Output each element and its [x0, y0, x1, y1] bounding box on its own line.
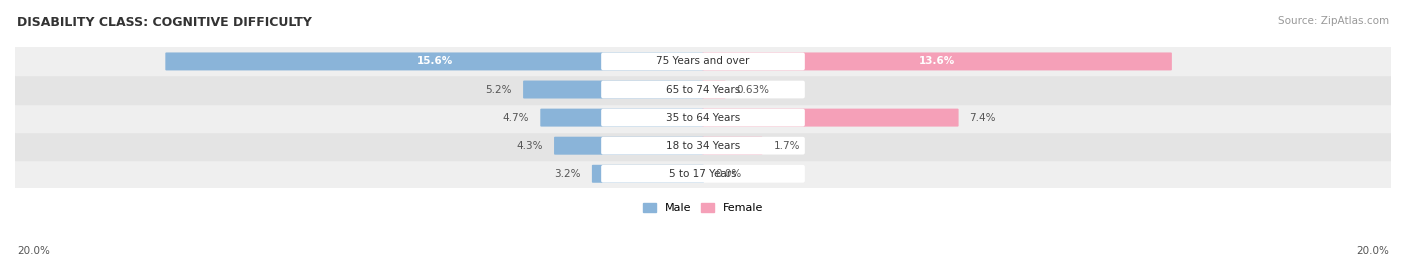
- Text: 75 Years and over: 75 Years and over: [657, 56, 749, 66]
- Text: DISABILITY CLASS: COGNITIVE DIFFICULTY: DISABILITY CLASS: COGNITIVE DIFFICULTY: [17, 16, 312, 29]
- FancyBboxPatch shape: [540, 109, 704, 127]
- Bar: [15, 48, 1391, 76]
- Text: 15.6%: 15.6%: [416, 56, 453, 66]
- FancyBboxPatch shape: [602, 53, 804, 70]
- Text: 20.0%: 20.0%: [17, 247, 49, 256]
- Text: 65 to 74 Years: 65 to 74 Years: [666, 85, 740, 94]
- FancyBboxPatch shape: [592, 165, 704, 183]
- Bar: [15, 104, 1391, 132]
- FancyBboxPatch shape: [166, 52, 704, 70]
- Text: 13.6%: 13.6%: [918, 56, 955, 66]
- FancyBboxPatch shape: [554, 137, 704, 155]
- FancyBboxPatch shape: [702, 80, 725, 99]
- Text: 35 to 64 Years: 35 to 64 Years: [666, 113, 740, 123]
- Text: 5.2%: 5.2%: [485, 85, 512, 94]
- FancyBboxPatch shape: [602, 165, 804, 183]
- FancyBboxPatch shape: [602, 81, 804, 98]
- Text: 5 to 17 Years: 5 to 17 Years: [669, 169, 737, 179]
- Text: 3.2%: 3.2%: [554, 169, 581, 179]
- Text: 0.63%: 0.63%: [737, 85, 769, 94]
- Text: 7.4%: 7.4%: [970, 113, 995, 123]
- Bar: [15, 76, 1391, 104]
- FancyBboxPatch shape: [602, 109, 804, 126]
- Text: 0.0%: 0.0%: [716, 169, 741, 179]
- Text: 1.7%: 1.7%: [773, 141, 800, 151]
- FancyBboxPatch shape: [602, 137, 804, 154]
- Text: 4.3%: 4.3%: [516, 141, 543, 151]
- FancyBboxPatch shape: [702, 137, 762, 155]
- FancyBboxPatch shape: [702, 52, 1171, 70]
- Bar: [15, 160, 1391, 188]
- FancyBboxPatch shape: [702, 109, 959, 127]
- Text: 20.0%: 20.0%: [1357, 247, 1389, 256]
- Text: 4.7%: 4.7%: [503, 113, 529, 123]
- Bar: [15, 132, 1391, 160]
- Legend: Male, Female: Male, Female: [643, 203, 763, 213]
- Text: 18 to 34 Years: 18 to 34 Years: [666, 141, 740, 151]
- FancyBboxPatch shape: [523, 80, 704, 99]
- Text: Source: ZipAtlas.com: Source: ZipAtlas.com: [1278, 16, 1389, 26]
